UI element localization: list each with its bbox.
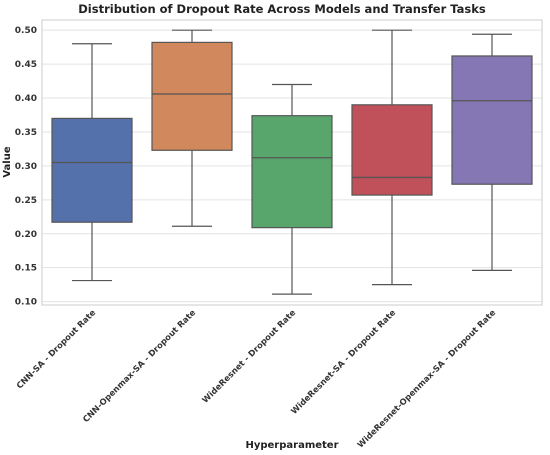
plot-frame — [41, 19, 543, 306]
box-group — [351, 29, 433, 286]
box-group — [451, 33, 533, 271]
box-iqr — [351, 104, 433, 196]
y-tick-label: 0.25 — [15, 196, 37, 206]
box-group — [51, 43, 133, 282]
box-group — [251, 83, 333, 295]
chart-title: Distribution of Dropout Rate Across Mode… — [78, 2, 486, 16]
box-iqr — [151, 41, 233, 151]
y-tick-label: 0.30 — [15, 162, 37, 172]
y-tick-label: 0.35 — [15, 128, 37, 138]
y-axis-ticks: 0.10 0.15 0.20 0.25 0.30 0.35 0.40 0.45 0.50 — [15, 26, 37, 307]
y-tick-label: 0.40 — [15, 94, 37, 104]
box-iqr — [251, 115, 333, 229]
box-group — [151, 29, 233, 227]
box-iqr — [51, 117, 133, 223]
y-tick-label: 0.10 — [15, 298, 37, 308]
box-iqr — [451, 55, 533, 185]
y-axis-label: Value — [2, 146, 13, 177]
x-axis-label: Hyperparameter — [245, 440, 338, 451]
y-tick-label: 0.45 — [15, 60, 37, 70]
box-series — [51, 29, 533, 295]
y-tick-label: 0.20 — [15, 230, 37, 240]
y-tick-label: 0.50 — [15, 26, 37, 36]
y-tick-label: 0.15 — [15, 264, 37, 274]
